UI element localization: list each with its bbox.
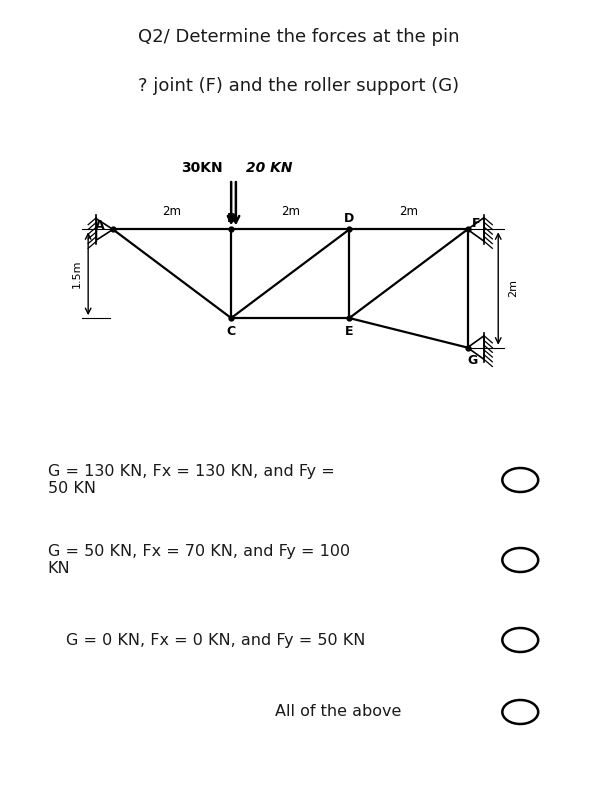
Text: D: D: [344, 212, 355, 226]
Text: G = 0 KN, Fx = 0 KN, and Fy = 50 KN: G = 0 KN, Fx = 0 KN, and Fy = 50 KN: [66, 633, 365, 647]
Text: G: G: [467, 354, 477, 367]
Text: 2m: 2m: [399, 205, 418, 218]
Text: B: B: [227, 212, 236, 226]
Text: 2m: 2m: [163, 205, 182, 218]
Text: C: C: [227, 325, 236, 338]
Text: 1.5m: 1.5m: [71, 259, 81, 288]
Text: 30KN: 30KN: [181, 161, 222, 175]
Text: Q2/ Determine the forces at the pin: Q2/ Determine the forces at the pin: [138, 28, 460, 46]
Text: 2m: 2m: [508, 279, 518, 298]
Text: G = 50 KN, Fx = 70 KN, and Fy = 100
KN: G = 50 KN, Fx = 70 KN, and Fy = 100 KN: [48, 544, 350, 576]
Text: 2m: 2m: [280, 205, 300, 218]
Text: A: A: [95, 219, 105, 232]
Text: ? joint (F) and the roller support (G): ? joint (F) and the roller support (G): [139, 77, 459, 95]
Text: F: F: [472, 217, 481, 230]
Text: E: E: [345, 325, 353, 338]
Text: 20 KN: 20 KN: [246, 161, 293, 175]
Text: All of the above: All of the above: [275, 705, 401, 719]
Text: G = 130 KN, Fx = 130 KN, and Fy =
50 KN: G = 130 KN, Fx = 130 KN, and Fy = 50 KN: [48, 464, 335, 496]
